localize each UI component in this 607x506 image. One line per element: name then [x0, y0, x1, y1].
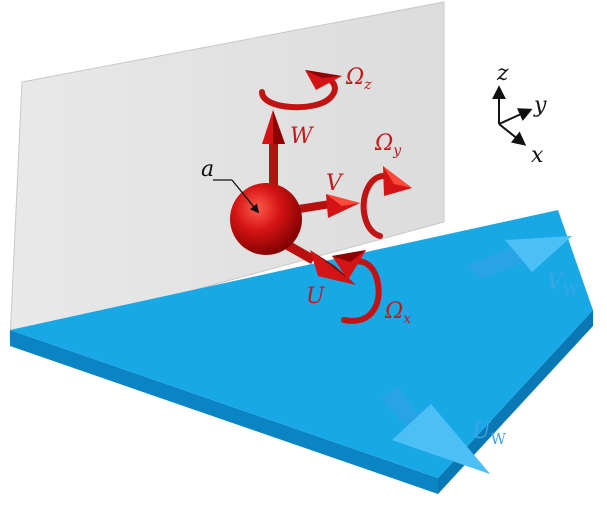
velocity-w-label: W — [290, 124, 315, 149]
wall-velocity-u-arrow — [381, 386, 490, 474]
rotation-omega-z-icon — [259, 70, 342, 111]
floor-slab-front — [10, 330, 438, 494]
radius-indicator — [213, 179, 260, 214]
wall-velocity-v-arrow — [466, 236, 572, 279]
velocity-v-label: V — [326, 171, 344, 196]
floor-slab-right — [438, 310, 593, 494]
velocity-w-arrow — [262, 110, 285, 202]
rotation-omega-y-icon — [360, 166, 412, 239]
wall-u-label: UW — [472, 419, 507, 448]
floor-plane — [10, 210, 593, 478]
omega-z-label: Ωz — [345, 65, 372, 93]
coordinate-axes-icon — [492, 85, 533, 146]
wall-v-label: VW — [547, 270, 579, 299]
omega-y-label: Ωy — [374, 131, 402, 159]
velocity-u-arrow — [283, 240, 356, 285]
axis-z-label: z — [496, 61, 509, 86]
rotation-omega-x-icon — [332, 250, 382, 324]
velocity-v-arrow — [298, 194, 360, 218]
velocity-u-label: U — [306, 284, 326, 309]
omega-x-label: Ωx — [384, 299, 411, 327]
axis-y-label: y — [533, 93, 547, 118]
radius-label: a — [201, 157, 214, 182]
axis-x-label: x — [531, 143, 544, 168]
particle-sphere-icon — [230, 183, 302, 255]
